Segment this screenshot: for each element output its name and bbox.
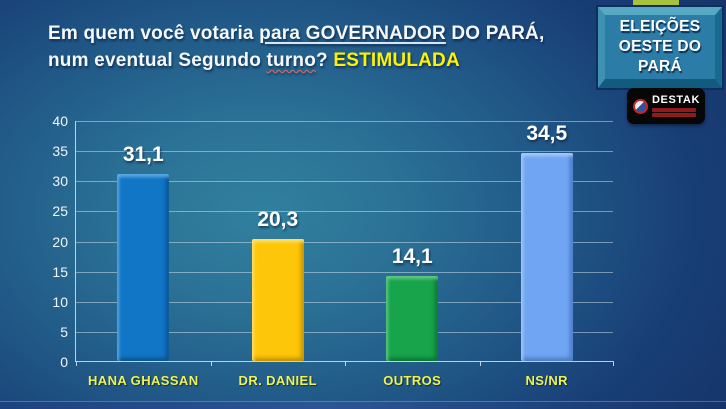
bar <box>520 153 573 361</box>
destak-logo-subtext-bar <box>652 113 696 117</box>
badge-line: OESTE DO <box>618 38 702 55</box>
bar <box>386 276 439 361</box>
y-axis-tick-label: 10 <box>52 293 68 310</box>
bar-value-label: 31,1 <box>122 142 164 166</box>
title-text: DO PARÁ, <box>445 23 545 44</box>
x-axis-tick <box>345 361 346 366</box>
destak-logo-text-block: DESTAK <box>652 95 700 117</box>
x-category-label: DR. DANIEL <box>238 373 317 388</box>
y-axis-tick-label: 15 <box>52 263 68 280</box>
x-axis-tick <box>210 361 212 366</box>
x-axis-tick <box>479 361 481 366</box>
bar-value-label: 34,5 <box>526 122 568 146</box>
destak-logo: DESTAK <box>627 88 705 124</box>
destak-logo-title: DESTAK <box>652 94 701 106</box>
gridline <box>76 211 613 213</box>
x-category-label: NS/NR <box>525 373 568 388</box>
gridline <box>76 151 613 153</box>
badge-line: PARÁ <box>638 58 682 75</box>
bar-value-label: 14,1 <box>391 245 433 269</box>
gridline <box>76 121 613 122</box>
x-category-label: HANA GHASSAN <box>88 373 199 388</box>
bar-value-label: 20,3 <box>257 207 299 231</box>
y-axis-tick-label: 30 <box>52 173 68 190</box>
gridline <box>76 241 613 243</box>
bottom-edge-strip <box>0 401 726 409</box>
title-text: Em quem você votaria <box>48 23 260 44</box>
gridline <box>76 301 613 303</box>
y-axis-tick-label: 20 <box>52 233 68 250</box>
badge-green-tab <box>633 0 679 7</box>
title-underlined-text: para GOVERNADOR <box>259 23 446 44</box>
y-axis-tick-label: 40 <box>52 113 68 129</box>
y-axis-tick-label: 0 <box>60 354 68 370</box>
x-axis-tick <box>76 361 77 366</box>
eleicoes-badge: ELEIÇÕES OESTE DO PARÁ <box>598 7 722 88</box>
title-text: ? <box>316 50 334 71</box>
bar <box>251 238 304 361</box>
gridline <box>76 271 613 273</box>
title-text: num eventual Segundo <box>48 50 267 71</box>
badge-line: ELEIÇÕES <box>619 18 701 35</box>
gridline <box>76 331 613 333</box>
bar <box>117 173 170 361</box>
destak-emblem-icon <box>633 98 648 114</box>
y-axis-tick-label: 5 <box>60 323 68 340</box>
plot-area: 0 5 10 15 20 25 30 35 40 31,1 HANA GHASSAN 20,3 DR. … <box>52 113 614 388</box>
destak-logo-subtext-bar <box>652 107 696 112</box>
question-title: Em quem você votaria para GOVERNADOR DO … <box>48 20 593 74</box>
x-category-label: OUTROS <box>383 373 442 388</box>
x-axis-tick <box>613 361 614 366</box>
y-axis-tick-label: 25 <box>52 203 68 220</box>
title-highlight-text: ESTIMULADA <box>333 50 460 71</box>
y-axis-tick-label: 35 <box>52 143 68 160</box>
gridline <box>76 181 613 183</box>
title-wavy-text: turno <box>266 50 317 71</box>
